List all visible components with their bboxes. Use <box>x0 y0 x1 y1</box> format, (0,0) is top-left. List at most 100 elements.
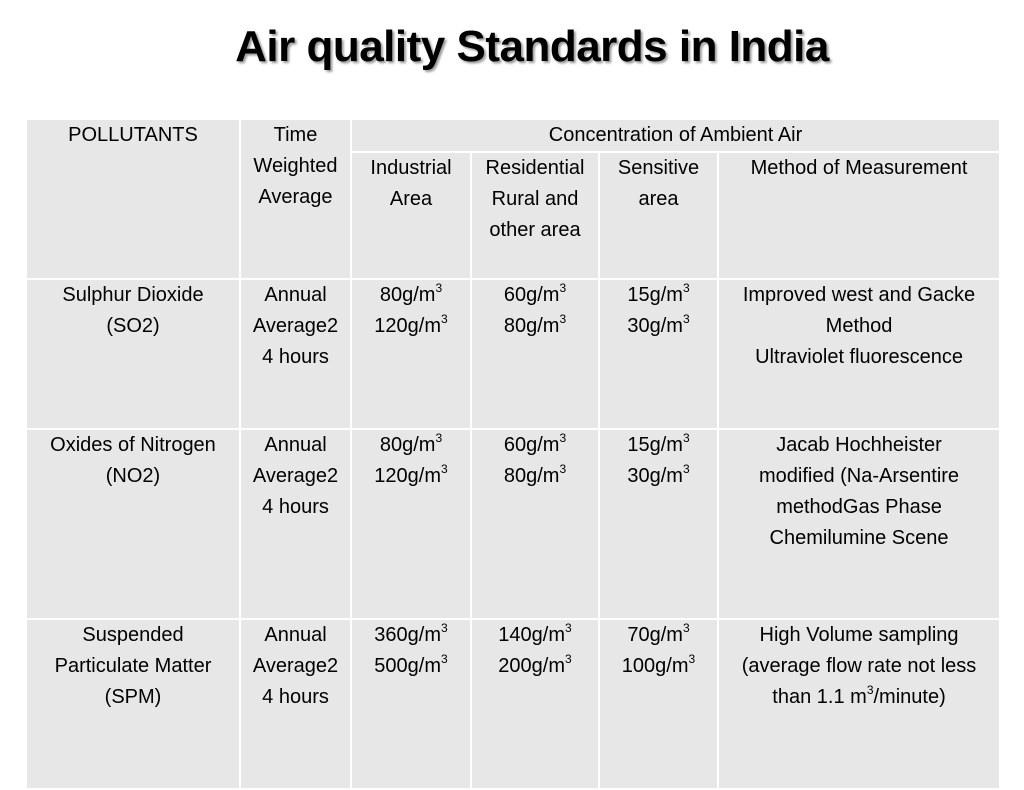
unit-superscript: 3 <box>435 431 443 446</box>
concentration-value: 80g/m <box>503 465 560 487</box>
header-line: Sensitive <box>617 157 700 179</box>
unit-superscript: 3 <box>559 462 567 477</box>
sensitive-value-cell: 15g/m3 30g/m3 <box>598 428 719 620</box>
concentration-value: 60g/m <box>503 284 560 306</box>
cell-line: modified (Na-Arsentire <box>758 465 960 487</box>
concentration-value: 100g/m <box>621 655 689 677</box>
industrial-value-cell: 360g/m3 500g/m3 <box>350 618 472 790</box>
concentration-value: 60g/m <box>503 434 560 456</box>
residential-value-cell: 140g/m3 200g/m3 <box>470 618 600 790</box>
unit-superscript: 3 <box>565 621 572 636</box>
page-title: Air quality Standards in India <box>235 22 829 71</box>
concentration-value: 70g/m <box>627 624 683 646</box>
cell-line: Annual <box>264 624 327 646</box>
sensitive-area-header: Sensitive area <box>598 151 719 280</box>
method-cell: Jacab Hochheister modified (Na-Arsentire… <box>716 428 1002 620</box>
unit-superscript: 3 <box>688 652 696 667</box>
concentration-value: 80g/m <box>379 284 436 306</box>
industrial-area-header: Industrial Area <box>350 151 472 280</box>
unit-superscript: 3 <box>682 281 690 296</box>
cell-line: than 1.1 m <box>772 686 867 708</box>
cell-line: Suspended <box>82 624 184 646</box>
pollutants-header: POLLUTANTS <box>25 118 241 280</box>
header-line: Rural and <box>491 188 579 210</box>
cell-line: Average2 <box>252 315 339 337</box>
time-weighted-average-header: Time Weighted Average <box>239 118 352 280</box>
concentration-value: 30g/m <box>627 465 683 487</box>
cell-line: High Volume sampling <box>759 624 959 646</box>
unit-superscript: 3 <box>441 652 448 667</box>
sensitive-value-cell: 70g/m3 100g/m3 <box>598 618 719 790</box>
header-line: Average <box>258 186 333 208</box>
header-line: Residential <box>485 157 585 179</box>
cell-line: 4 hours <box>262 686 329 708</box>
method-cell: High Volume sampling (average flow rate … <box>716 618 1002 790</box>
cell-line: /minute) <box>873 686 946 708</box>
concentration-value: 120g/m <box>374 315 442 337</box>
concentration-value: 15g/m <box>627 434 683 456</box>
cell-line: (NO2) <box>105 465 161 487</box>
cell-line: methodGas Phase <box>776 496 942 518</box>
residential-value-cell: 60g/m3 80g/m3 <box>470 278 600 430</box>
unit-superscript: 3 <box>441 621 448 636</box>
unit-superscript: 3 <box>682 431 690 446</box>
concentration-group-header: Concentration of Ambient Air <box>349 118 1002 153</box>
air-quality-table: POLLUTANTS Time Weighted Average Concent… <box>25 118 1002 790</box>
concentration-value: 120g/m <box>374 465 442 487</box>
unit-superscript: 3 <box>682 621 690 636</box>
cell-line: (SPM) <box>104 686 162 708</box>
pollutant-cell: Sulphur Dioxide (SO2) <box>25 278 241 430</box>
industrial-value-cell: 80g/m3 120g/m3 <box>350 278 472 430</box>
time-weighted-cell: Annual Average2 4 hours <box>239 428 352 620</box>
concentration-value: 140g/m <box>498 624 566 646</box>
pollutant-cell: Suspended Particulate Matter (SPM) <box>25 618 241 790</box>
table-row: Suspended Particulate Matter (SPM) Annua… <box>25 618 1002 790</box>
header-line: Industrial <box>370 157 452 179</box>
concentration-value: 15g/m <box>627 284 683 306</box>
method-of-measurement-header: Method of Measurement <box>716 151 1002 280</box>
time-weighted-cell: Annual Average2 4 hours <box>239 278 352 430</box>
concentration-value: 80g/m <box>503 315 560 337</box>
concentration-value: 80g/m <box>379 434 436 456</box>
cell-line: Method <box>825 315 893 337</box>
residential-value-cell: 60g/m3 80g/m3 <box>470 428 600 620</box>
table-row: Sulphur Dioxide (SO2) Annual Average2 4 … <box>25 278 1002 430</box>
cell-line: Average2 <box>252 465 339 487</box>
cell-line: Jacab Hochheister <box>776 434 942 456</box>
concentration-value: 30g/m <box>627 315 683 337</box>
time-weighted-cell: Annual Average2 4 hours <box>239 618 352 790</box>
unit-superscript: 3 <box>559 281 567 296</box>
header-line: Weighted <box>253 155 338 177</box>
industrial-value-cell: 80g/m3 120g/m3 <box>350 428 472 620</box>
residential-area-header: Residential Rural and other area <box>470 151 600 280</box>
header-line: Area <box>389 188 433 210</box>
unit-superscript: 3 <box>435 281 443 296</box>
cell-line: Ultraviolet fluorescence <box>755 346 963 368</box>
unit-superscript: 3 <box>441 312 448 327</box>
unit-superscript: 3 <box>682 462 690 477</box>
cell-line: Average2 <box>252 655 339 677</box>
unit-superscript: 3 <box>682 312 690 327</box>
cell-line: Annual <box>264 284 327 306</box>
cell-line: (SO2) <box>106 315 160 337</box>
unit-superscript: 3 <box>559 431 567 446</box>
unit-superscript: 3 <box>565 652 572 667</box>
cell-line: Improved west and Gacke <box>742 284 976 306</box>
cell-line: 4 hours <box>262 496 329 518</box>
cell-line: Chemilumine Scene <box>769 527 949 549</box>
unit-superscript: 3 <box>441 462 448 477</box>
pollutant-cell: Oxides of Nitrogen (NO2) <box>25 428 241 620</box>
cell-line: Oxides of Nitrogen <box>50 434 216 456</box>
cell-line: 4 hours <box>262 346 329 368</box>
unit-superscript: 3 <box>866 683 874 698</box>
header-line: other area <box>489 219 581 241</box>
header-line: Time <box>273 124 318 146</box>
concentration-value: 500g/m <box>374 655 442 677</box>
concentration-value: 200g/m <box>498 655 566 677</box>
unit-superscript: 3 <box>559 312 567 327</box>
sensitive-value-cell: 15g/m3 30g/m3 <box>598 278 719 430</box>
table-row: Oxides of Nitrogen (NO2) Annual Average2… <box>25 428 1002 620</box>
cell-line: (average flow rate not less <box>741 655 977 677</box>
header-line: area <box>638 188 679 210</box>
cell-line: Annual <box>264 434 327 456</box>
